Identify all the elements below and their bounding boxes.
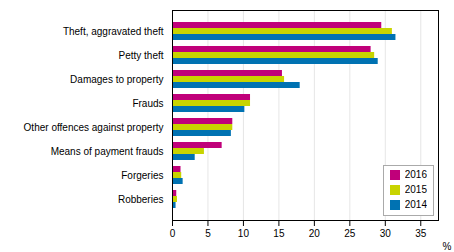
svg-text:Robberies: Robberies (118, 194, 164, 205)
svg-text:20: 20 (309, 228, 321, 239)
svg-text:15: 15 (273, 228, 285, 239)
svg-text:%: % (443, 241, 452, 252)
html-text:2016: 2016 (404, 169, 427, 180)
svg-text:Means of payment frauds: Means of payment frauds (51, 146, 164, 157)
html-text:2014: 2014 (404, 199, 427, 210)
svg-text:Petty theft: Petty theft (118, 50, 163, 61)
svg-text:Theft, aggravated theft: Theft, aggravated theft (63, 26, 164, 37)
svg-text:10: 10 (238, 228, 250, 239)
svg-text:Damages to property: Damages to property (70, 74, 163, 85)
svg-text:5: 5 (205, 228, 211, 239)
svg-text:Frauds: Frauds (132, 98, 163, 109)
svg-text:Other offences against propert: Other offences against property (24, 122, 164, 133)
svg-text:25: 25 (344, 228, 356, 239)
svg-text:0: 0 (170, 228, 176, 239)
svg-text:30: 30 (380, 228, 392, 239)
html-text:2015: 2015 (404, 184, 427, 195)
svg-text:Forgeries: Forgeries (121, 170, 163, 181)
svg-text:35: 35 (415, 228, 427, 239)
